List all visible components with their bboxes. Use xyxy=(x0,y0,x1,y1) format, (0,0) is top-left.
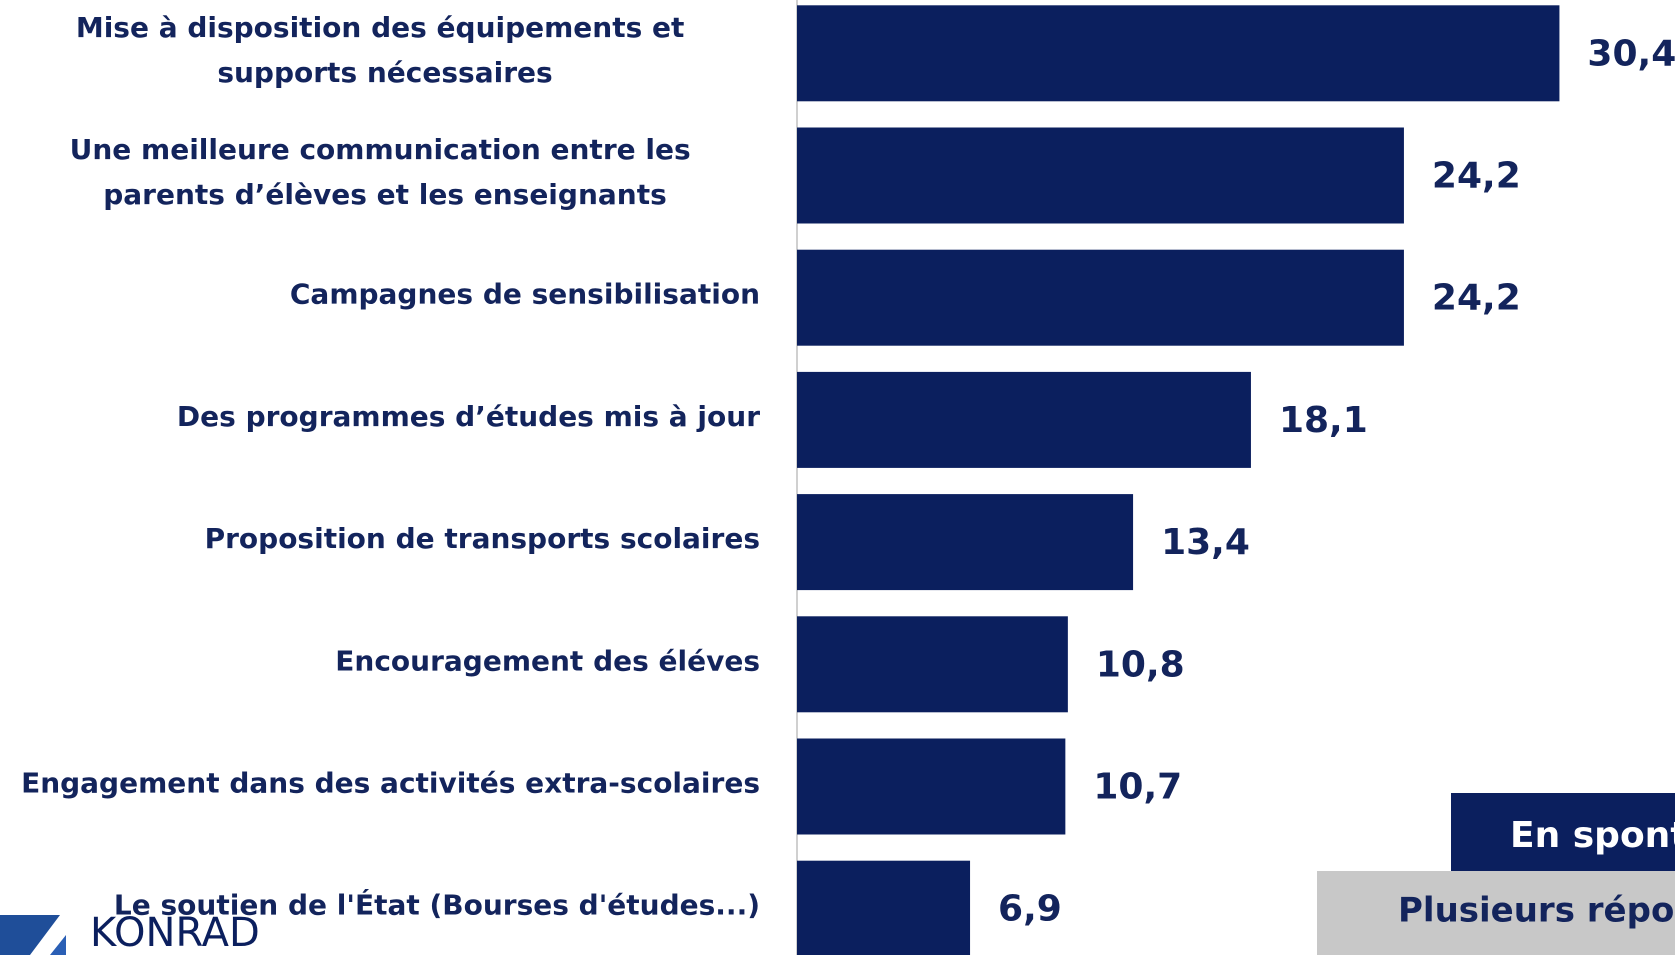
bar xyxy=(797,127,1404,224)
mode-text: En spontané xyxy=(1510,815,1675,856)
value-label: 13,4 xyxy=(1161,522,1250,563)
bar xyxy=(797,494,1134,591)
note-badge xyxy=(1317,871,1675,955)
category-label: Mise à disposition des équipements et su… xyxy=(76,11,694,89)
mode-badge xyxy=(1451,793,1675,877)
value-label: 24,2 xyxy=(1432,278,1521,319)
value-label: 30,4 xyxy=(1587,33,1675,74)
value-label: 10,7 xyxy=(1093,767,1182,808)
bar xyxy=(797,738,1066,835)
category-label: Encouragement des éléves xyxy=(335,644,760,677)
category-label: Des programmes d’études mis à jour xyxy=(177,400,760,433)
note-text: Plusieurs réponses possibles xyxy=(1398,891,1675,931)
logo-text: KONRAD xyxy=(90,910,260,955)
value-label: 10,8 xyxy=(1096,644,1185,685)
bar xyxy=(797,5,1560,102)
value-label: 24,2 xyxy=(1432,156,1521,197)
bar xyxy=(797,249,1404,346)
category-label: Proposition de transports scolaires xyxy=(205,522,760,555)
logo-mark xyxy=(50,935,66,955)
bar xyxy=(797,860,971,955)
category-label: Campagnes de sensibilisation xyxy=(290,278,760,311)
bar xyxy=(797,616,1068,713)
category-label: Engagement dans des activités extra-scol… xyxy=(21,767,760,800)
value-label: 18,1 xyxy=(1279,400,1368,441)
category-label: Une meilleure communication entre les pa… xyxy=(70,133,701,211)
value-label: 6,9 xyxy=(998,889,1062,930)
bar xyxy=(797,371,1251,468)
logo-mark xyxy=(0,915,60,955)
category-label: Le soutien de l'État (Bourses d'études..… xyxy=(114,888,760,922)
